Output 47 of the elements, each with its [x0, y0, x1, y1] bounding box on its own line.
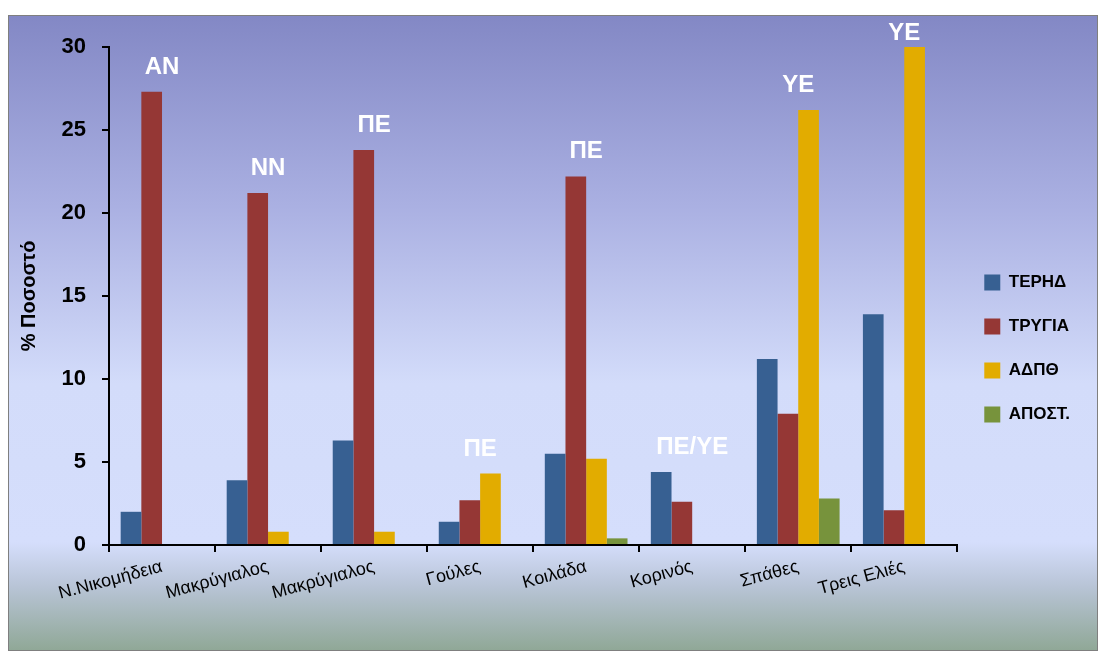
x-tick-label: Κοιλάδα [520, 555, 589, 593]
x-tick-label: Γούλες [423, 555, 483, 590]
bar [247, 193, 269, 544]
annotation: ΠΕ [569, 136, 603, 164]
legend-label: ΑΔΠΘ [1008, 360, 1059, 380]
bar [818, 498, 840, 544]
bar [862, 314, 884, 544]
bar [268, 531, 289, 544]
bar [120, 511, 142, 544]
bar [459, 500, 481, 544]
bar [671, 501, 693, 544]
text: ΥΕ [888, 18, 921, 45]
bar [883, 510, 905, 544]
annotation: ΝΝ [250, 153, 286, 181]
bar [544, 453, 566, 544]
legend-label: ΤΡΥΓΙΑ [1008, 316, 1070, 336]
bar [798, 110, 819, 544]
legend-label: ΤΕΡΗΔ [1008, 272, 1067, 292]
bar [480, 473, 501, 544]
bar [586, 458, 607, 544]
bar [756, 359, 778, 544]
y-axis-title: % Ποσοστό [16, 240, 39, 352]
bar [374, 531, 395, 544]
x-tick-label: Τρεις Ελιές [815, 555, 907, 599]
bar [226, 480, 248, 544]
x-tick-label: Σπάθες [737, 555, 801, 591]
y-tick-label: 30 [61, 33, 86, 59]
bar [565, 176, 587, 544]
bar [606, 538, 628, 544]
bar [650, 471, 672, 544]
bar [332, 440, 354, 544]
bar [438, 521, 460, 544]
x-tick-label: Κορινός [627, 555, 695, 592]
bar [777, 413, 799, 544]
bar [141, 91, 163, 544]
y-tick-label: 0 [73, 531, 86, 557]
y-tick-label: 10 [61, 365, 86, 391]
y-tick-label: 25 [61, 116, 86, 142]
bar [904, 47, 925, 544]
y-tick-label: 20 [61, 199, 86, 225]
y-tick-label: 5 [73, 448, 86, 474]
y-tick-label: 15 [61, 282, 86, 308]
annotation: ΠΕ [357, 109, 391, 137]
bar [353, 149, 375, 544]
legend-label: ΑΠΟΣΤ. [1008, 404, 1070, 424]
annotation: ΑΝ [144, 51, 180, 79]
annotation: ΥΕ [782, 70, 815, 98]
